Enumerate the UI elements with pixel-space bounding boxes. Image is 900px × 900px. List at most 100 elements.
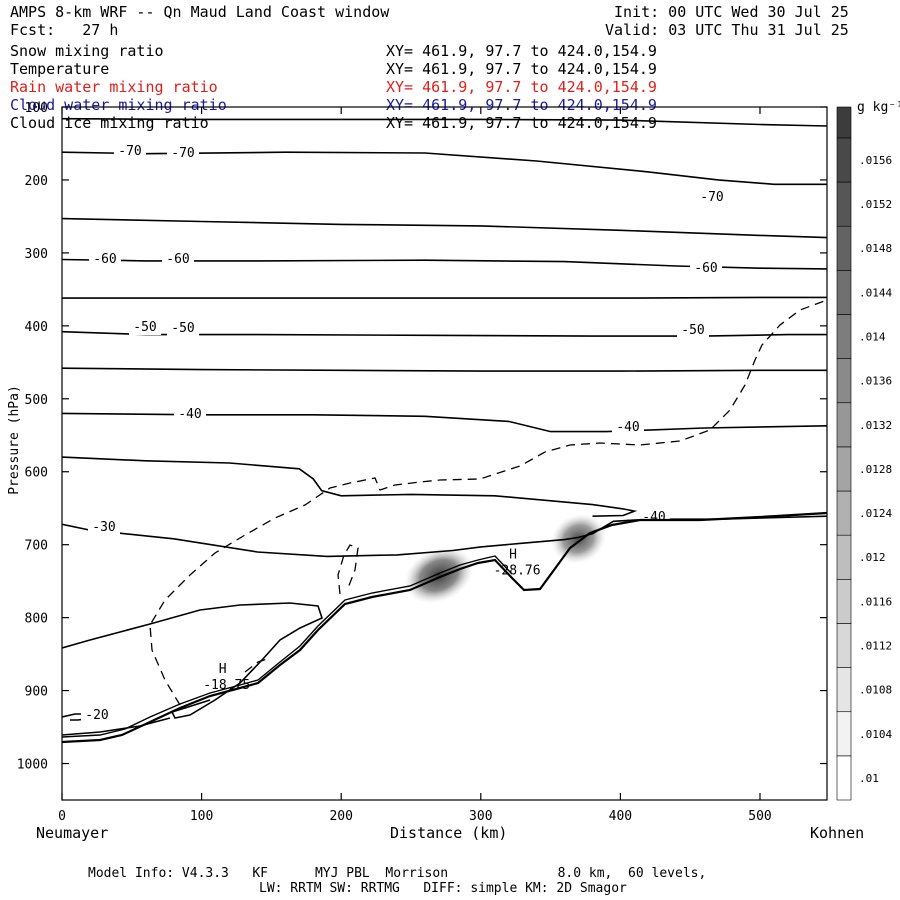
y-tick-label: 800 [25, 612, 48, 627]
contour-label-bg [114, 144, 146, 159]
y-tick-label: 300 [25, 247, 48, 262]
field-name: Temperature [10, 60, 110, 78]
colorbar-tick-label: .0156 [859, 154, 892, 167]
contour-label-bg [162, 252, 194, 267]
contour-label-bg [88, 520, 120, 535]
colorbar-swatch [836, 446, 852, 492]
field-name: Snow mixing ratio [10, 42, 164, 60]
isotherm-contours: -70 -70 -70 -60 -60 -60 -50 -50 -50 -40 -40 -40 -30 -… [62, 117, 827, 736]
valid-time: Valid: 03 UTC Thu 31 Jul 25 [605, 21, 849, 39]
colorbar-swatch [836, 578, 852, 624]
colorbar-tick-label: .0124 [859, 507, 892, 520]
field-xy: XY= 461.9, 97.7 to 424.0,154.9 [386, 96, 657, 114]
colorbar-tick-label: .0108 [859, 684, 892, 697]
terrain-surface [62, 511, 827, 744]
colorbar-swatch [836, 270, 852, 315]
colorbar-tick-label: .012 [859, 551, 886, 564]
x-left-label: Neumayer [36, 824, 109, 842]
colorbar-swatch [836, 402, 852, 448]
field-xy: XY= 461.9, 97.7 to 424.0,154.9 [386, 60, 657, 78]
colorbar-tick-label: .01 [859, 772, 879, 785]
contour-label: -40 [616, 420, 639, 435]
field-xy: XY= 461.9, 97.7 to 424.0,154.9 [386, 78, 657, 96]
contour-label: -70 [700, 190, 723, 205]
isotherm-line [62, 515, 827, 558]
x-tick-label: 500 [748, 809, 771, 824]
x-tick-label: 0 [58, 809, 66, 824]
isotherm-line [62, 217, 827, 239]
colorbar-swatch [836, 623, 852, 668]
x-axis-label: Distance (km) [390, 824, 508, 842]
high-marker: H [219, 662, 227, 677]
colorbar-tick-label: .0112 [859, 640, 892, 653]
model-physics: LW: RRTM SW: RRTMG DIFF: simple KM: 2D S… [259, 881, 627, 896]
colorbar-swatch [836, 181, 852, 227]
contour-label: -50 [133, 320, 156, 335]
contour-label-bg [89, 252, 121, 267]
contour-label: -60 [166, 252, 189, 267]
isotherm-line [62, 117, 827, 127]
contour-label: -70 [118, 144, 141, 159]
contour-label-bg [167, 146, 199, 161]
colorbar-swatch [836, 137, 852, 183]
y-tick-label: 400 [25, 320, 48, 335]
contour-label-bg [174, 407, 206, 422]
colorbar-swatch [836, 534, 852, 580]
contour-label: -30 [92, 520, 115, 535]
colorbar-swatch [836, 667, 852, 713]
terrain-line [62, 511, 827, 744]
y-tick-label: 100 [25, 101, 48, 116]
terrain-line-2 [62, 555, 513, 738]
colorbar-tick-label: .0128 [859, 463, 892, 476]
x-tick-label: 200 [329, 809, 352, 824]
colorbar-tick-label: .0148 [859, 242, 892, 255]
contour-label: -50 [681, 323, 704, 338]
dashed-contour [149, 299, 827, 706]
plot-frame [61, 106, 828, 801]
y-tick-label: 700 [25, 539, 48, 554]
y-tick-label: 500 [25, 393, 48, 408]
forecast-hour: Fcst: 27 h [10, 21, 119, 39]
contour-label-bg [677, 323, 709, 338]
colorbar-swatch [836, 711, 852, 757]
isotherm-line [62, 296, 827, 299]
contour-label: -40 [178, 407, 201, 422]
contour-label-bg [129, 320, 161, 335]
colorbar-tick-label: .0136 [859, 375, 892, 388]
y-tick-label: 900 [25, 685, 48, 700]
shading-blob [551, 514, 606, 564]
x-tick-label: 300 [469, 809, 492, 824]
contour-label: -40 [642, 510, 665, 525]
colorbar-tick-label: .0104 [859, 728, 892, 741]
contour-label: -60 [93, 252, 116, 267]
shading-blob [404, 547, 474, 604]
contour-terrain-loop [62, 602, 323, 719]
contour-label-bg [612, 420, 644, 435]
init-time: Init: 00 UTC Wed 30 Jul 25 [614, 3, 849, 21]
colorbar-swatch [836, 358, 852, 404]
model-info: Model Info: V4.3.3 KF MYJ PBL Morrison 8… [88, 866, 707, 881]
isotherm-line [62, 412, 827, 433]
colorbar-swatch [836, 314, 852, 359]
dashed-contour-small [337, 544, 359, 595]
y-tick-label: 600 [25, 466, 48, 481]
isotherm-line [62, 367, 827, 372]
contour-loop-2 [62, 717, 171, 736]
mixing-ratio-shading [404, 514, 606, 604]
colorbar-tick-label: .0144 [859, 286, 892, 299]
contour-label-bg [696, 190, 728, 205]
y-tick-label: 200 [25, 174, 48, 189]
field-xy: XY= 461.9, 97.7 to 424.0,154.9 [386, 42, 657, 60]
contour-label: -60 [694, 261, 717, 276]
colorbar-tick-label: .014 [859, 331, 886, 344]
colorbar-swatch [836, 106, 852, 139]
colorbar-swatch [836, 490, 852, 536]
y-tick-label: 1000 [17, 758, 48, 773]
x-tick-label: 400 [609, 809, 632, 824]
contour-label-bg [638, 510, 670, 525]
contour-label-bg [167, 321, 199, 336]
colorbar-tick-label: .0132 [859, 419, 892, 432]
colorbar-tick-label: .0152 [859, 198, 892, 211]
chart-title: AMPS 8-km WRF -- Qn Maud Land Coast wind… [10, 3, 390, 21]
